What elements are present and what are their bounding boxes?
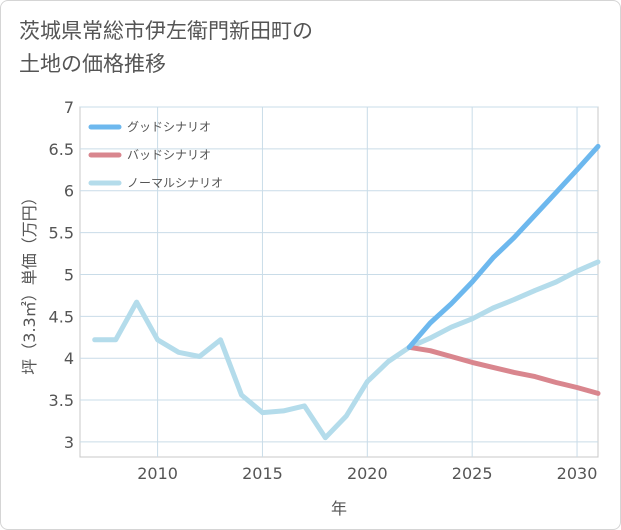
y-tick-label-4-5: 4.5: [49, 307, 74, 326]
y-tick-label-5-5: 5.5: [49, 224, 74, 243]
chart-title-line-1: 茨城県常総市伊左衛門新田町の: [19, 19, 313, 43]
series-line-2: [92, 259, 601, 441]
y-tick-label-6: 6: [64, 182, 74, 201]
y-tick-labels: 3 3.5 4 4.5 5 5.5 6 6.5 7: [49, 98, 74, 452]
y-tick-label-6-5: 6.5: [49, 140, 74, 159]
x-tick-label-2030: 2030: [557, 464, 598, 483]
x-tick-labels: 2010 2015 2020 2025 2030: [137, 464, 597, 483]
y-tick-label-5: 5: [64, 265, 74, 284]
plot-area: [79, 106, 599, 458]
legend-label-1: バッドシナリオ: [127, 148, 211, 162]
x-axis-title: 年: [331, 499, 347, 518]
series-lines: [92, 143, 601, 441]
legend-label-2: ノーマルシナリオ: [127, 176, 223, 190]
x-tick-label-2025: 2025: [452, 464, 493, 483]
x-tick-label-2015: 2015: [242, 464, 283, 483]
y-tick-label-4: 4: [64, 349, 74, 368]
series-line-0: [406, 143, 601, 350]
chart-title-line-2: 土地の価格推移: [19, 52, 166, 76]
x-tick-label-2010: 2010: [137, 464, 178, 483]
series-line-1: [406, 344, 601, 396]
y-axis-title: 坪（3.3㎡）単価（万円）: [20, 189, 39, 374]
y-tick-label-7: 7: [64, 98, 74, 117]
chart-title: 茨城県常総市伊左衛門新田町の 土地の価格推移: [19, 15, 313, 81]
y-tick-label-3: 3: [64, 433, 74, 452]
y-gridlines: [80, 106, 598, 443]
x-tick-label-2020: 2020: [347, 464, 388, 483]
legend-label-0: グッドシナリオ: [127, 120, 211, 134]
y-tick-label-3-5: 3.5: [49, 391, 74, 410]
